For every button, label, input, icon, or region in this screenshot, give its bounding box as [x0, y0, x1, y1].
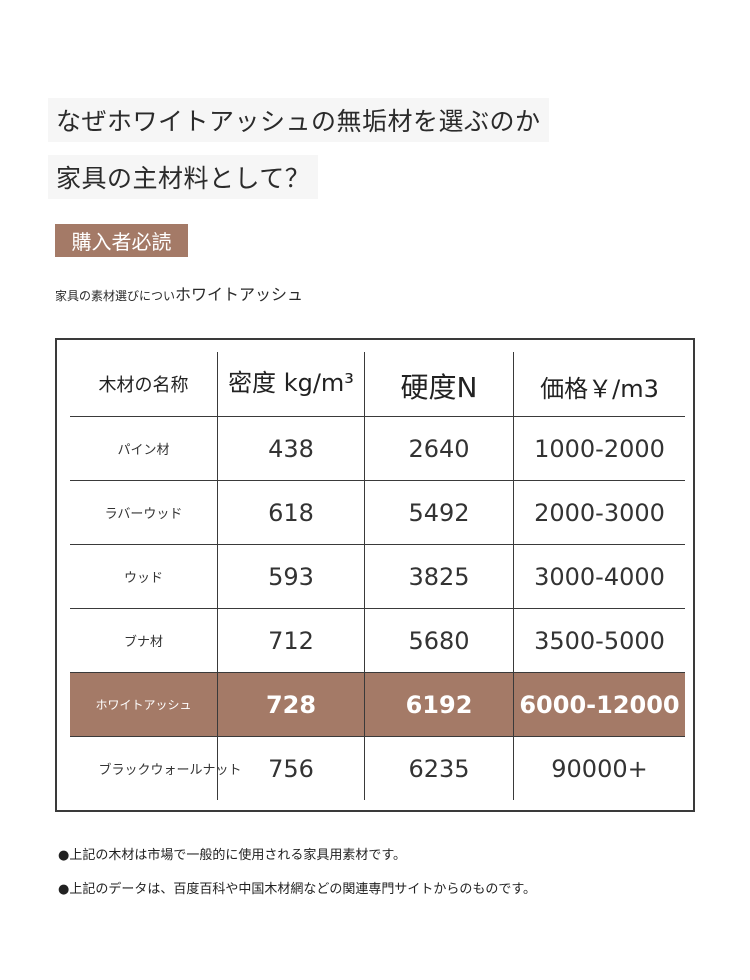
- intro-text-emphasis: ホワイトアッシュ: [175, 285, 304, 304]
- row-wood-name: ウッド: [123, 571, 163, 586]
- row-wood-name: ブナ材: [123, 635, 163, 650]
- table-divider: [70, 672, 685, 673]
- header-hardness: 硬度N: [400, 371, 478, 404]
- row-hardness: 2640: [408, 434, 470, 463]
- row-price: 3000-4000: [534, 562, 665, 591]
- row-density: 438: [268, 434, 314, 463]
- row-density-highlighted: 728: [265, 690, 317, 719]
- row-price: 1000-2000: [534, 434, 665, 463]
- row-wood-name: ラバーウッド: [104, 507, 183, 522]
- table-column-divider: [513, 352, 514, 800]
- wood-comparison-table: 木材の名称 密度 kg/m³ 硬度N 価格￥/m3 パイン材 438 2640 …: [55, 338, 695, 812]
- row-hardness: 6235: [408, 754, 470, 783]
- table-divider: [70, 416, 685, 417]
- table-divider: [70, 608, 685, 609]
- row-density: 618: [268, 498, 314, 527]
- table-divider: [70, 736, 685, 737]
- table-column-divider: [364, 352, 365, 800]
- table-divider: [70, 544, 685, 545]
- row-hardness: 5680: [408, 626, 470, 655]
- header-wood-name: 木材の名称: [98, 375, 189, 396]
- header-price: 価格￥/m3: [540, 374, 659, 403]
- row-price-highlighted: 6000-12000: [519, 690, 680, 719]
- row-density: 712: [268, 626, 314, 655]
- table-column-divider: [217, 352, 218, 800]
- row-price: 90000+: [551, 754, 648, 783]
- row-price: 2000-3000: [534, 498, 665, 527]
- row-wood-name-highlighted: ホワイトアッシュ: [95, 698, 192, 712]
- footnote-1: ●上記の木材は市場で一般的に使用される家具用素材です。: [58, 848, 407, 863]
- row-hardness-highlighted: 6192: [405, 690, 473, 719]
- row-hardness: 5492: [408, 498, 470, 527]
- row-density: 756: [268, 754, 314, 783]
- row-wood-name: パイン材: [117, 443, 170, 458]
- row-wood-name: ブラックウォールナット: [98, 763, 242, 778]
- row-price: 3500-5000: [534, 626, 665, 655]
- row-hardness: 3825: [408, 562, 470, 591]
- table-divider: [70, 480, 685, 481]
- header-density: 密度 kg/m³: [228, 368, 354, 397]
- footnote-2: ●上記のデータは、百度百科や中国木材網などの関連専門サイトからのものです。: [58, 882, 537, 897]
- intro-text-small: 家具の素材選びについ: [55, 289, 176, 303]
- page-title-line-1: なぜホワイトアッシュの無垢材を選ぶのか: [48, 98, 549, 142]
- page-title-line-2: 家具の主材料として？: [48, 155, 319, 199]
- highlight-row-band: [70, 673, 685, 736]
- must-read-badge: 購入者必読: [55, 224, 188, 257]
- row-density: 593: [268, 562, 314, 591]
- intro-text: 家具の素材選びについホワイトアッシュ: [55, 281, 303, 305]
